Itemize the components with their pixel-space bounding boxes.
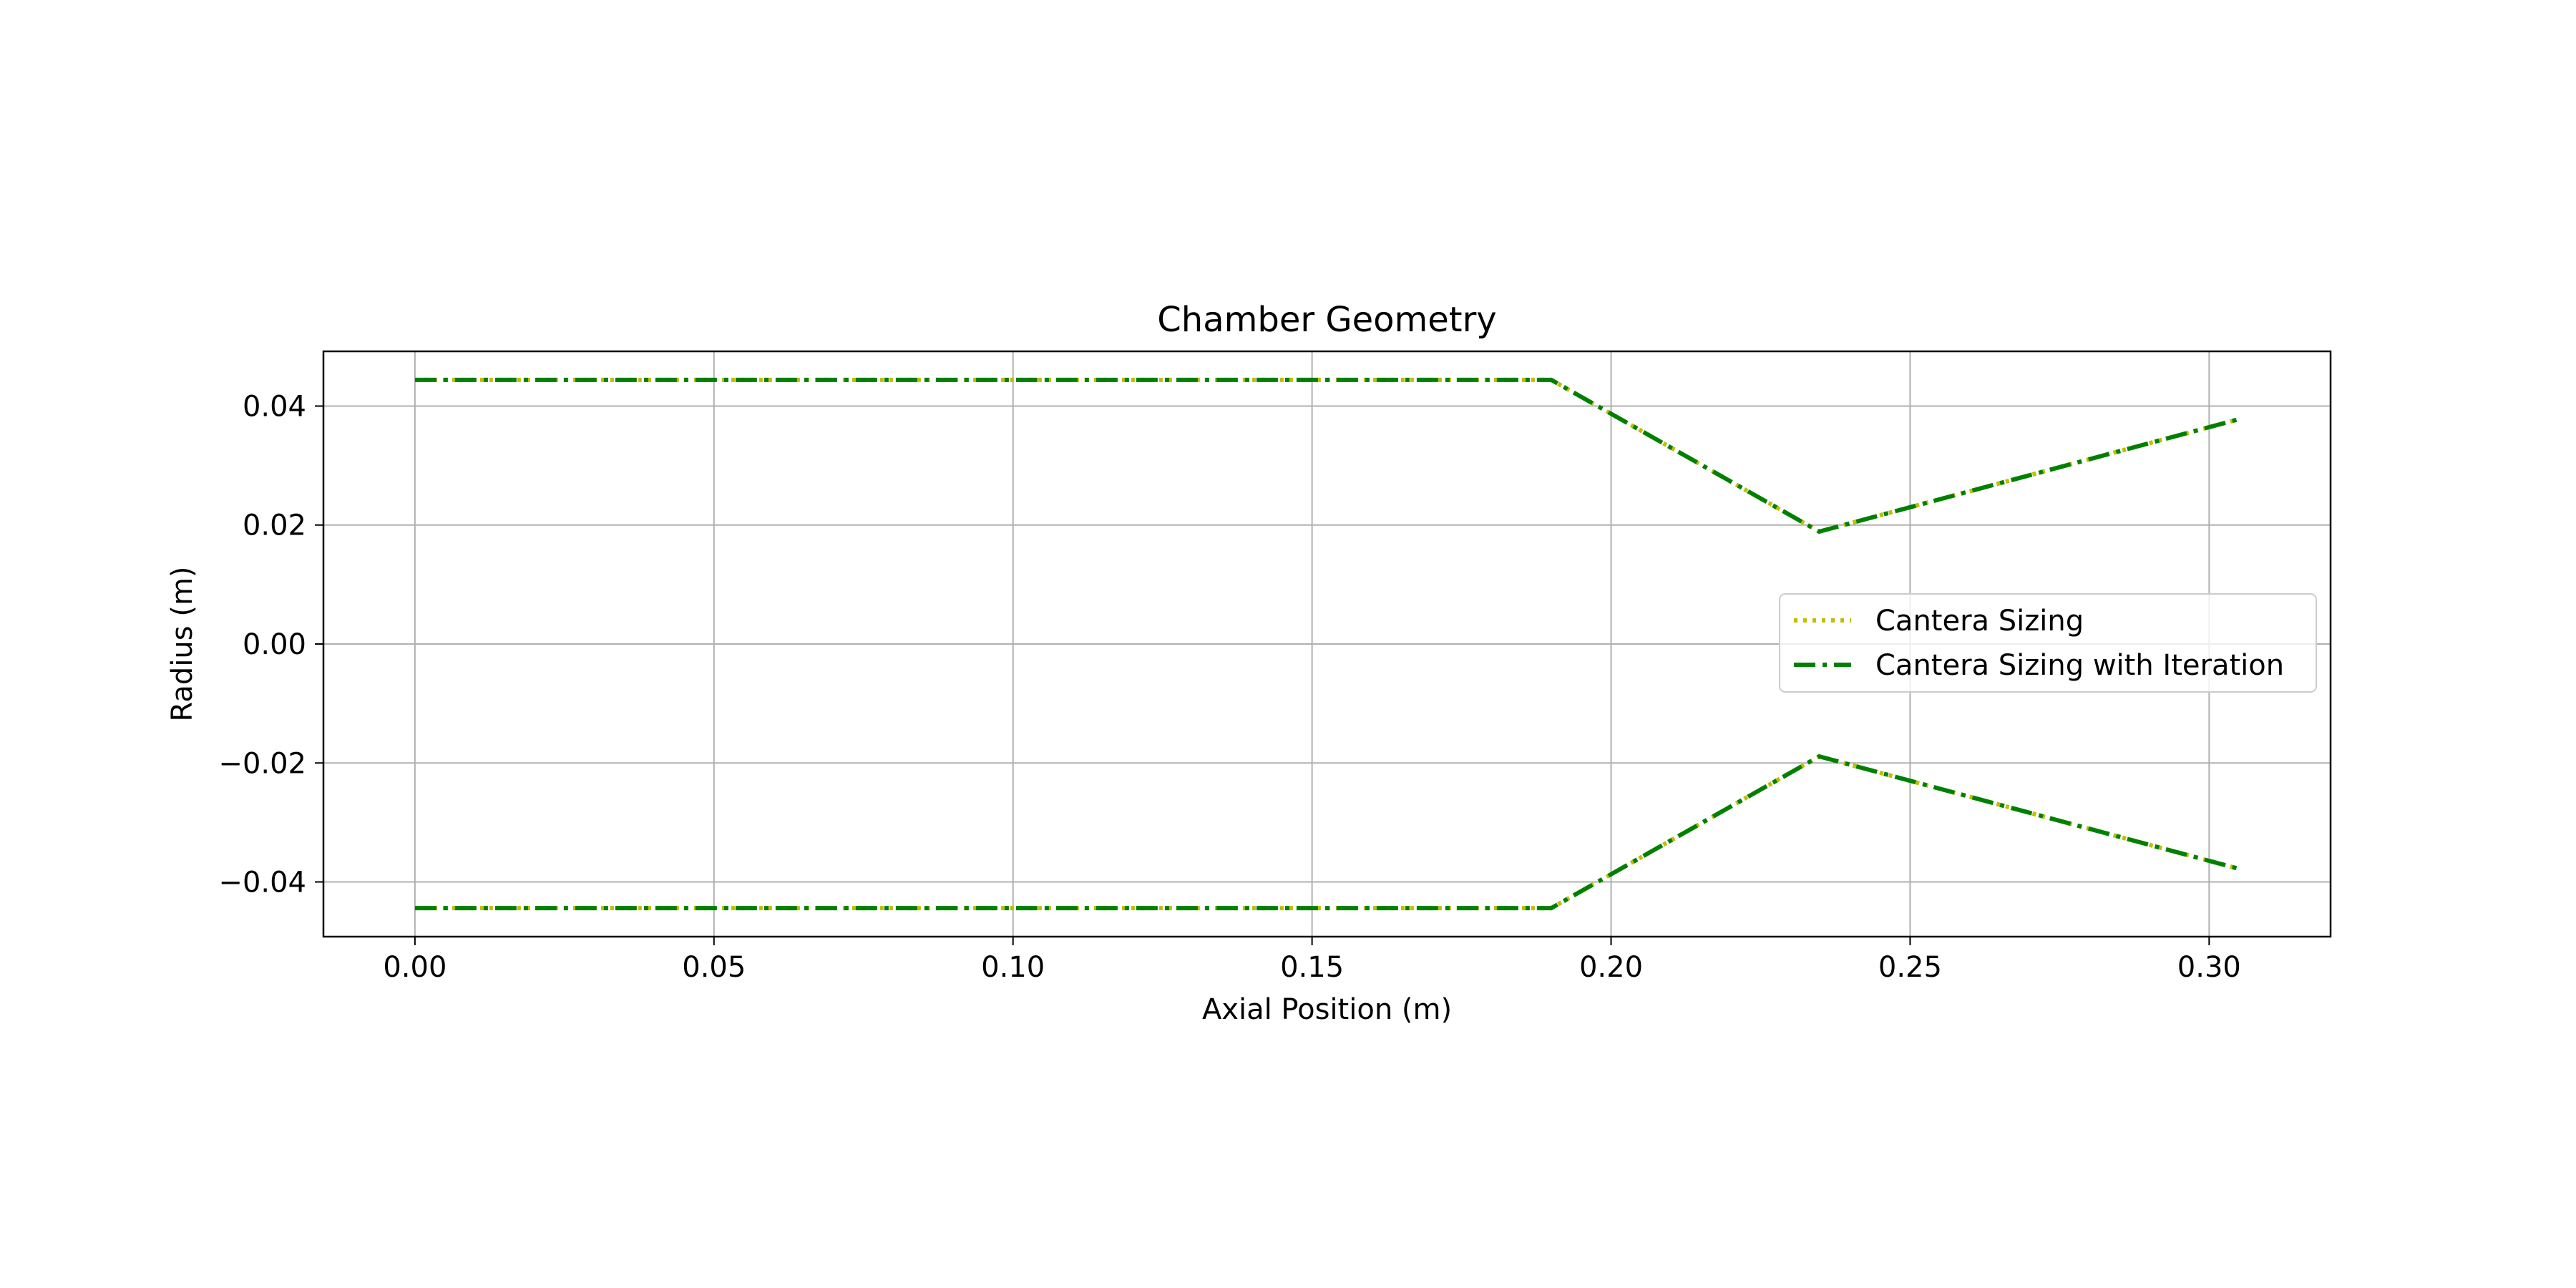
x-tick-label: 0.00 bbox=[383, 951, 447, 984]
legend-entry-label: Cantera Sizing with Iteration bbox=[1875, 649, 2284, 682]
x-tick-label: 0.05 bbox=[682, 951, 746, 984]
y-tick-label: 0.00 bbox=[243, 628, 306, 661]
legend-box bbox=[1779, 593, 2317, 693]
y-tick-label: 0.04 bbox=[243, 390, 306, 423]
x-axis-label: Axial Position (m) bbox=[1202, 993, 1452, 1026]
legend: Cantera Sizing Cantera Sizing with Iterat… bbox=[1779, 593, 2317, 693]
series-layer bbox=[414, 377, 2240, 911]
y-tick-label: 0.02 bbox=[243, 509, 306, 542]
x-tick-label: 0.10 bbox=[981, 951, 1045, 984]
x-tick-label: 0.15 bbox=[1280, 951, 1344, 984]
axis-ticks: 0.00 0.05 0.10 0.15 0.20 0.25 0.30 −0.04 −0.02 0.… bbox=[218, 390, 2240, 984]
y-tick-label: −0.04 bbox=[218, 867, 306, 899]
y-tick-label: −0.02 bbox=[218, 747, 306, 780]
x-tick-label: 0.20 bbox=[1579, 951, 1643, 984]
series-line-2-upper bbox=[414, 377, 2240, 535]
series-line-2-lower bbox=[414, 753, 2240, 911]
y-axis-label: Radius (m) bbox=[166, 566, 199, 721]
legend-entry-label: Cantera Sizing bbox=[1875, 605, 2084, 638]
x-tick-label: 0.30 bbox=[2177, 951, 2241, 984]
chart-title: Chamber Geometry bbox=[1157, 300, 1496, 340]
x-tick-label: 0.25 bbox=[1878, 951, 1942, 984]
